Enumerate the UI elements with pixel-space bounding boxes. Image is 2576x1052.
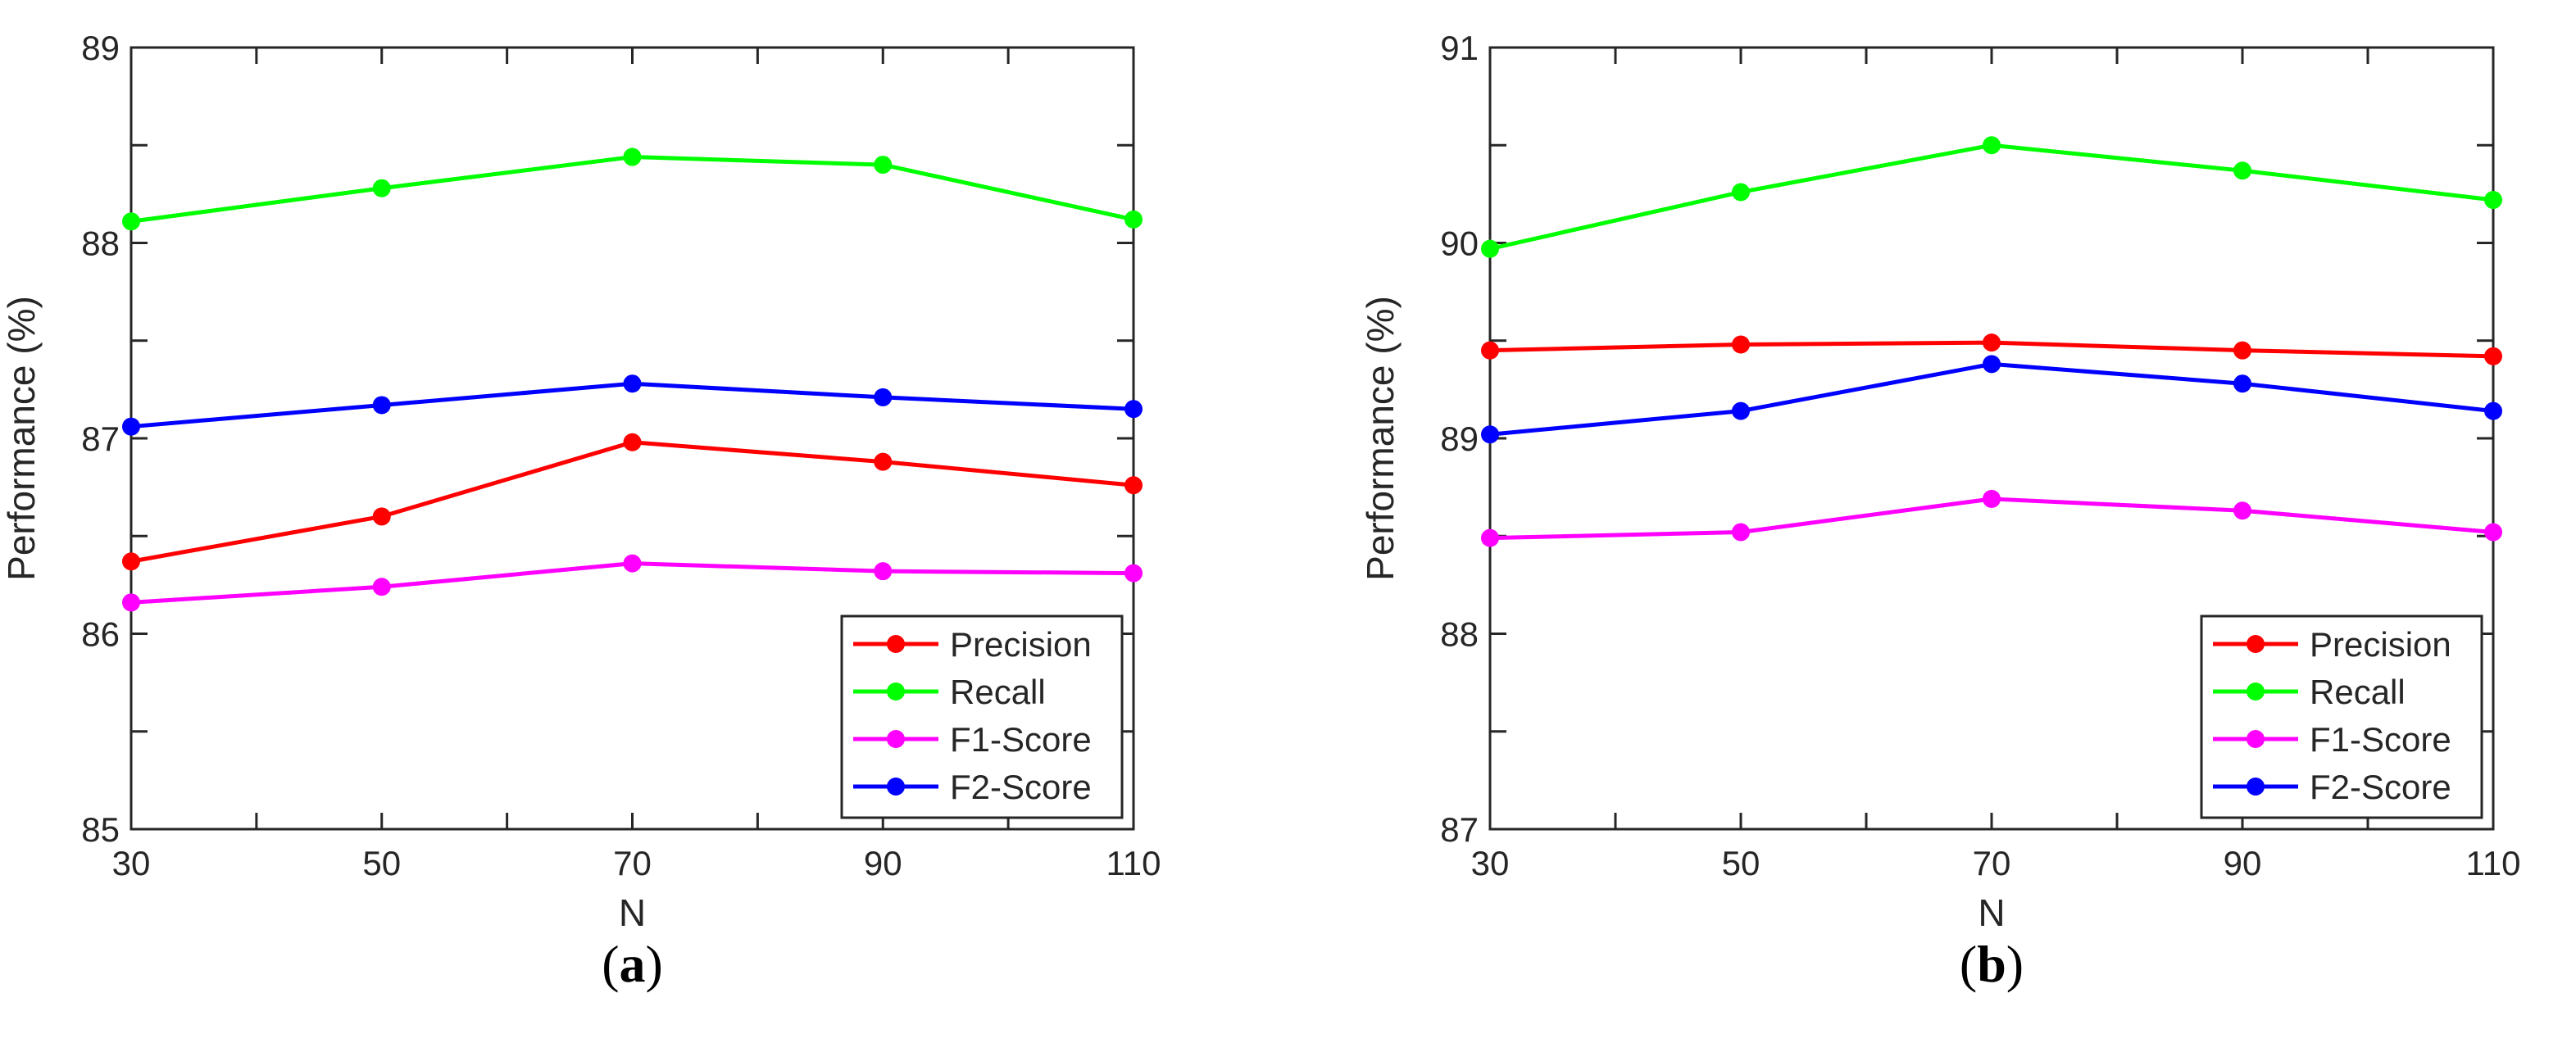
y-tick-label: 89	[1440, 419, 1479, 458]
panel-label-letter: b	[1977, 935, 2006, 993]
data-point-f2-score	[372, 396, 391, 415]
y-tick-label: 87	[81, 419, 120, 458]
data-point-precision	[1983, 333, 2001, 352]
legend-label-f1-score: F1-Score	[950, 720, 1092, 759]
series-line-recall	[1489, 143, 2494, 252]
x-tick-label: 90	[2224, 844, 2262, 882]
legend-marker	[887, 682, 905, 701]
data-point-f2-score	[623, 374, 642, 393]
legend-label-precision: Precision	[950, 625, 1092, 664]
y-tick-label: 87	[1440, 810, 1479, 849]
panel-label-letter: a	[620, 935, 646, 993]
legend-marker	[2247, 682, 2265, 701]
data-point-precision	[623, 433, 642, 451]
x-tick-label: 50	[362, 844, 401, 882]
legend-marker	[887, 778, 905, 796]
panel-label: (a)	[602, 935, 663, 993]
data-point-f1-score	[1983, 489, 2001, 508]
x-tick-label: 30	[112, 844, 151, 882]
series-line-f2-score	[1489, 361, 2494, 437]
y-tick-label: 89	[81, 29, 120, 67]
data-point-f1-score	[122, 593, 140, 612]
y-tick-label: 91	[1440, 29, 1479, 67]
legend-marker	[887, 635, 905, 653]
data-point-recall	[122, 212, 140, 231]
data-point-precision	[874, 452, 893, 471]
data-point-recall	[1481, 239, 1499, 258]
x-tick-label: 50	[1722, 844, 1760, 882]
data-point-recall	[623, 147, 642, 166]
data-point-recall	[1732, 183, 1750, 202]
data-point-f1-score	[874, 562, 893, 581]
legend-label-f1-score: F1-Score	[2310, 720, 2451, 759]
legend-label-f2-score: F2-Score	[2310, 768, 2451, 806]
data-point-f2-score	[2233, 374, 2251, 393]
x-tick-label: 70	[1973, 844, 2011, 882]
data-point-f2-score	[1983, 355, 2001, 374]
data-point-precision	[122, 552, 140, 571]
legend-label-f2-score: F2-Score	[950, 768, 1092, 806]
data-point-f2-score	[2484, 401, 2502, 420]
x-axis-label: N	[1978, 891, 2005, 934]
legend-label-precision: Precision	[2310, 625, 2451, 664]
legend-marker	[2247, 635, 2265, 653]
data-point-f1-score	[372, 578, 391, 596]
data-point-f1-score	[1124, 564, 1143, 583]
data-point-precision	[1124, 476, 1143, 495]
x-tick-label: 110	[2466, 844, 2521, 882]
data-point-f1-score	[1732, 523, 1750, 542]
data-point-f1-score	[2484, 523, 2502, 542]
x-axis-label: N	[619, 891, 646, 934]
y-axis-label: Performance (%)	[0, 296, 43, 581]
data-point-f1-score	[623, 554, 642, 573]
x-tick-label: 70	[613, 844, 652, 882]
series-line-recall	[130, 155, 1134, 224]
legend-marker	[2247, 778, 2265, 796]
data-point-f2-score	[1732, 401, 1750, 420]
legend-label-recall: Recall	[2310, 673, 2406, 711]
legend-marker	[887, 730, 905, 748]
data-point-precision	[2233, 341, 2251, 360]
y-tick-label: 90	[1440, 224, 1479, 263]
x-tick-label: 90	[864, 844, 902, 882]
data-point-precision	[1481, 341, 1499, 360]
data-point-recall	[1124, 210, 1143, 229]
data-point-recall	[874, 156, 893, 175]
data-point-f1-score	[1481, 528, 1499, 547]
data-point-recall	[1983, 136, 2001, 155]
series-line-precision	[130, 440, 1134, 564]
data-point-recall	[2484, 191, 2502, 210]
data-point-precision	[2484, 347, 2502, 365]
legend-marker	[2247, 730, 2265, 748]
y-axis-label: Performance (%)	[1359, 296, 1402, 581]
data-point-precision	[1732, 335, 1750, 354]
data-point-f2-score	[1124, 400, 1143, 419]
data-point-f2-score	[1481, 425, 1499, 444]
legend-label-recall: Recall	[950, 673, 1046, 711]
y-tick-label: 88	[81, 224, 120, 263]
x-tick-label: 30	[1471, 844, 1510, 882]
data-point-precision	[372, 507, 391, 526]
panel-label: (b)	[1960, 935, 2024, 993]
data-point-f2-score	[122, 417, 140, 436]
panel-b: 87 88 89 90 91 30 50 70 90 110 N Performance (%) Pre…	[1359, 29, 2520, 993]
y-tick-label: 85	[81, 810, 120, 849]
data-point-f1-score	[2233, 501, 2251, 520]
y-tick-label: 86	[81, 615, 120, 654]
x-tick-label: 110	[1106, 844, 1161, 882]
panel-a: 85 86 87 88 89 30 50 70 90 110 N Performance (%) Pre…	[0, 29, 1161, 993]
data-point-f2-score	[874, 388, 893, 406]
data-point-recall	[372, 179, 391, 197]
y-tick-label: 88	[1440, 615, 1479, 654]
data-point-recall	[2233, 161, 2251, 180]
